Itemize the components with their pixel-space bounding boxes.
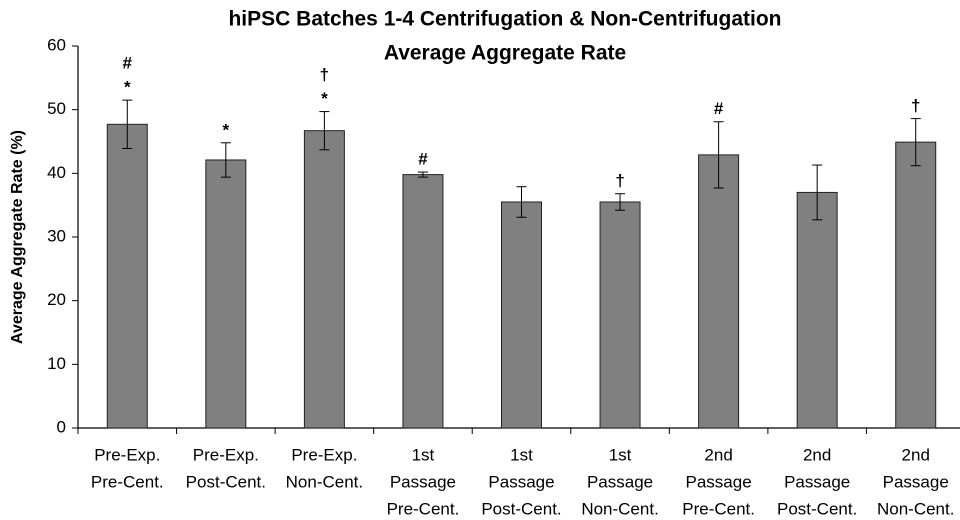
x-tick-label: Pre-Exp. [94, 445, 160, 464]
x-tick-label: Pre-Exp. [193, 445, 259, 464]
x-tick-label: Non-Cent. [286, 472, 363, 491]
x-tick-label: 1st [609, 445, 632, 464]
annotation: * [223, 120, 230, 139]
bar [599, 201, 641, 429]
bar [698, 154, 740, 429]
x-tick-label: Passage [390, 472, 456, 491]
x-tick-label: Passage [488, 472, 554, 491]
annotation: † [320, 65, 329, 84]
x-tick-label: Post-Cent. [186, 472, 266, 491]
chart-title: hiPSC Batches 1-4 Centrifugation & Non-C… [228, 8, 781, 31]
y-axis-label: Average Aggregate Rate (%) [9, 130, 26, 344]
x-tick-label: Pre-Exp. [291, 445, 357, 464]
x-tick-label: Passage [883, 472, 949, 491]
x-tick-label: Pre-Cent. [91, 472, 164, 491]
annotation: # [123, 54, 133, 73]
x-tick-label: 1st [510, 445, 533, 464]
y-tick-label: 20 [47, 290, 66, 309]
x-tick-label: 2nd [803, 445, 831, 464]
annotation: # [418, 150, 428, 169]
x-tick-label: 1st [412, 445, 435, 464]
bar [501, 201, 542, 429]
y-tick-label: 60 [47, 35, 66, 54]
annotation: * [321, 89, 328, 108]
x-tick-label: Pre-Cent. [387, 499, 460, 518]
bar [895, 141, 937, 429]
annotation: † [911, 96, 920, 115]
y-tick-label: 30 [47, 226, 66, 245]
y-tick-label: 50 [47, 99, 66, 118]
bar [402, 174, 444, 429]
bar [106, 123, 148, 429]
annotation: # [714, 99, 724, 118]
y-tick-label: 40 [47, 163, 66, 182]
x-tick-label: Passage [686, 472, 752, 491]
x-tick-label: Post-Cent. [481, 499, 561, 518]
x-tick-label: Pre-Cent. [682, 499, 755, 518]
y-tick-label: 10 [47, 354, 66, 373]
x-tick-label: Non-Cent. [581, 499, 658, 518]
y-tick-label: 0 [57, 417, 66, 436]
x-tick-label: Post-Cent. [777, 499, 857, 518]
x-tick-label: Passage [587, 472, 653, 491]
bar [205, 159, 247, 429]
x-tick-label: Non-Cent. [877, 499, 954, 518]
x-tick-label: Passage [784, 472, 850, 491]
annotation: * [124, 78, 131, 97]
bar [796, 191, 838, 429]
annotation: † [615, 171, 624, 190]
bar [303, 130, 345, 429]
x-tick-label: 2nd [902, 445, 930, 464]
x-tick-label: 2nd [704, 445, 732, 464]
chart-title: Average Aggregate Rate [384, 42, 626, 65]
